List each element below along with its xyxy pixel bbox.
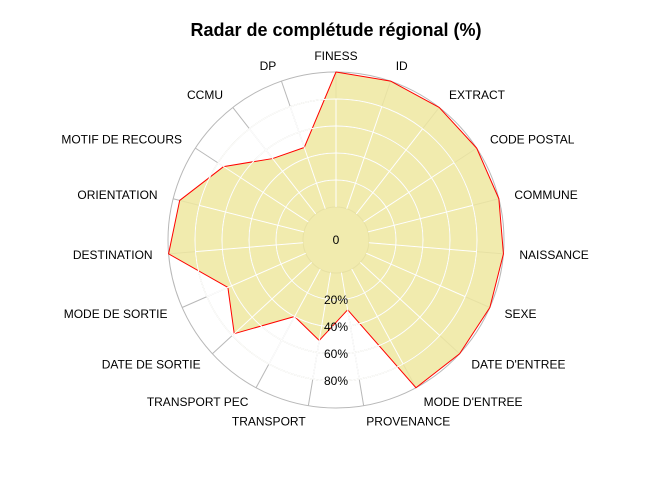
grid-spoke-overlay [368, 242, 477, 253]
category-label: MOTIF DE RECOURS [61, 132, 182, 146]
grid-spoke-overlay [195, 242, 304, 253]
grid-spoke-overlay [268, 268, 321, 365]
category-label: ORIENTATION [77, 188, 157, 202]
category-label: DP [260, 59, 277, 73]
radial-tick-label: 80% [324, 374, 348, 388]
category-label: ID [396, 59, 408, 73]
category-label: TRANSPORT [232, 415, 306, 429]
grid-spoke-overlay [351, 268, 404, 365]
category-label: MODE DE SORTIE [64, 307, 168, 321]
grid-spoke-overlay [367, 204, 473, 233]
grid-spoke-overlay [289, 106, 326, 209]
category-label: EXTRACT [449, 88, 506, 102]
grid-spoke-overlay [312, 272, 332, 380]
grid-spoke-overlay [359, 261, 441, 336]
grid-spoke-overlay [249, 128, 317, 215]
chart-title: Radar de complétude régional (%) [190, 20, 481, 40]
grid-spoke-overlay [363, 162, 455, 223]
category-label: DATE DE SORTIE [102, 358, 201, 372]
category-label: PROVENANCE [366, 415, 450, 429]
category-label: TRANSPORT PEC [147, 395, 249, 409]
category-label: CCMU [187, 88, 223, 102]
grid-spoke-overlay [366, 252, 466, 298]
grid-spoke-overlay [355, 128, 423, 215]
grid-inner [194, 98, 478, 382]
radial-tick-labels: 0 20% 40% 60% 80% [324, 233, 348, 388]
grid-spoke-overlay [231, 261, 313, 336]
category-label: CODE POSTAL [490, 132, 575, 146]
grid-spoke-overlay [206, 252, 306, 298]
radial-tick-label: 0 [333, 233, 340, 247]
category-label: COMMUNE [514, 188, 577, 202]
category-label: SEXE [505, 307, 537, 321]
category-label: NAISSANCE [519, 248, 588, 262]
grid-spoke-overlay [346, 106, 383, 209]
grid-spoke-overlay [199, 204, 305, 233]
category-label: FINESS [314, 49, 357, 63]
category-label: MODE D'ENTREE [424, 395, 523, 409]
radial-tick-label: 20% [324, 293, 348, 307]
category-labels: FINESS ID EXTRACT CODE POSTAL COMMUNE NAISSAN… [61, 49, 588, 429]
grid-spoke-overlay [217, 162, 309, 223]
category-label: DATE D'ENTREE [471, 358, 565, 372]
category-label: DESTINATION [73, 248, 153, 262]
radial-tick-label: 60% [324, 347, 348, 361]
data-area [168, 71, 504, 389]
grid-spoke-overlay [340, 272, 360, 380]
radial-tick-label: 40% [324, 320, 348, 334]
